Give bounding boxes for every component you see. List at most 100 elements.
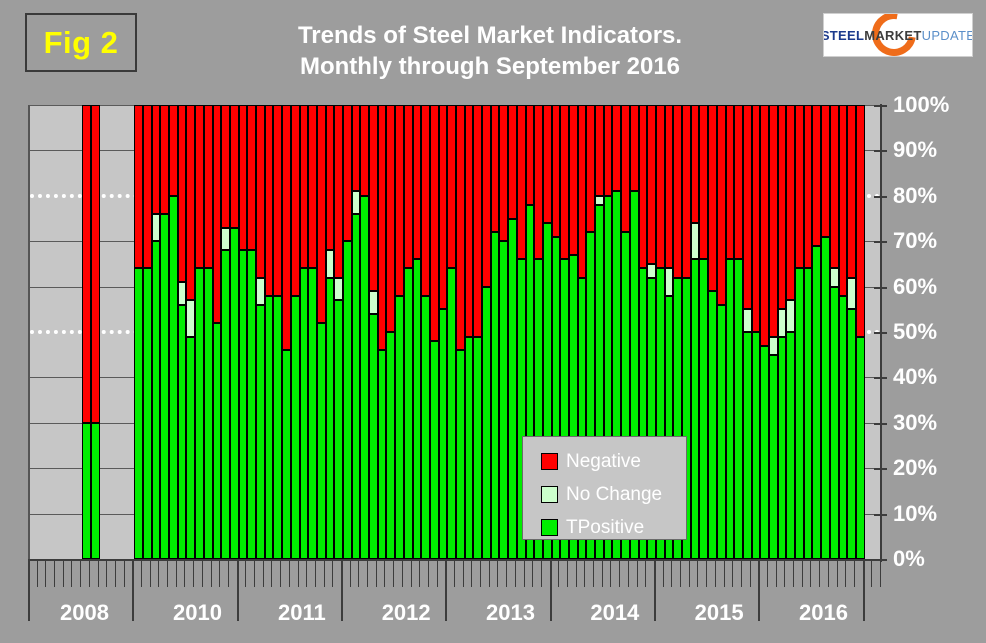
bar-segment-nochg: [786, 300, 796, 332]
x-tick-major: [862, 561, 865, 621]
x-tick-label: 2015: [694, 600, 744, 625]
logo-wordmark: STEELMARKETUPDATE: [824, 27, 973, 43]
bar-month: [473, 105, 483, 559]
bar-segment-pos: [742, 332, 752, 559]
bar-segment-pos: [829, 286, 839, 559]
x-tick-minor: [801, 561, 803, 587]
bar-segment-neg: [273, 105, 283, 296]
bar-segment-pos: [542, 223, 552, 559]
bar-segment-pos: [229, 227, 239, 559]
bar-segment-pos: [664, 295, 674, 559]
legend-swatch-positive: [541, 519, 558, 536]
bar-segment-nochg: [186, 300, 196, 337]
bar-month: [734, 105, 743, 559]
bar-segment-neg: [256, 105, 265, 278]
y-tick-label: 50%: [893, 319, 938, 344]
x-tick-minor: [419, 561, 421, 587]
bar-segment-neg: [360, 105, 370, 196]
x-tick-minor: [766, 561, 768, 587]
bar-segment-pos: [221, 250, 230, 559]
x-tick-minor: [254, 561, 256, 587]
bar-month: [577, 105, 587, 559]
bar-segment-neg: [655, 105, 665, 269]
bar-segment-pos: [429, 341, 439, 559]
bar-segment-pos: [308, 268, 317, 559]
bar-segment-neg: [177, 105, 187, 283]
x-tick-minor: [71, 561, 73, 587]
bar-segment-pos: [160, 213, 170, 559]
x-tick-minor: [567, 561, 569, 587]
x-tick-minor: [375, 561, 377, 587]
y-tick: [874, 468, 887, 471]
x-tick-minor: [514, 561, 516, 587]
bar-segment-pos: [560, 259, 569, 559]
x-tick-minor: [184, 561, 186, 587]
bar-month: [525, 105, 535, 559]
bar-segment-neg: [429, 105, 439, 342]
legend-item-positive: TPositive: [541, 511, 686, 544]
x-tick-minor: [575, 561, 577, 587]
bar-segment-neg: [768, 105, 778, 337]
bar-segment-neg: [482, 105, 491, 287]
bar-segment-neg: [247, 105, 257, 251]
bar-month: [569, 105, 578, 559]
x-tick-minor: [497, 561, 499, 587]
bar-segment-pos: [186, 336, 196, 559]
bar-month: [238, 105, 248, 559]
x-tick-minor: [714, 561, 716, 587]
x-tick-major: [549, 561, 552, 621]
logo-word-update: UPDATE: [921, 27, 973, 43]
x-tick-minor: [697, 561, 699, 587]
y-tick: [874, 105, 887, 107]
bar-month: [412, 105, 422, 559]
bar-month: [499, 105, 509, 559]
x-tick-minor: [454, 561, 455, 587]
bar-month: [482, 105, 491, 559]
bar-month: [247, 105, 257, 559]
x-tick-minor: [740, 561, 742, 587]
bar-month: [429, 105, 439, 559]
bar-segment-pos: [203, 268, 213, 559]
bar-segment-pos: [369, 313, 378, 559]
bar-segment-pos: [534, 259, 543, 559]
x-tick-minor: [488, 561, 490, 587]
x-tick-minor: [662, 561, 664, 587]
bar-segment-pos: [655, 268, 665, 559]
bar-month: [742, 105, 752, 559]
bar-segment-pos: [725, 259, 735, 559]
bar-segment-nochg: [768, 336, 778, 355]
bar-segment-neg: [160, 105, 170, 214]
bar-segment-pos: [777, 336, 787, 559]
legend-label-no-change: No Change: [566, 483, 663, 505]
bar-segment-pos: [360, 195, 370, 559]
bar-segment-neg: [464, 105, 474, 337]
bar-segment-neg: [377, 105, 387, 351]
bar-month: [777, 105, 787, 559]
bar-month: [612, 105, 622, 559]
x-tick-major: [132, 561, 135, 621]
x-tick-minor: [845, 561, 847, 587]
bar-segment-neg: [516, 105, 526, 260]
x-tick-label: 2010: [173, 600, 222, 625]
bar-segment-pos: [316, 322, 326, 559]
bar-segment-pos: [603, 195, 613, 559]
x-tick-minor: [880, 561, 881, 587]
x-tick-minor: [532, 561, 534, 587]
bar-month: [256, 105, 265, 559]
bar-month: [134, 105, 143, 559]
x-tick-minor: [671, 561, 673, 587]
x-tick-minor: [471, 561, 473, 587]
x-tick-minor: [219, 561, 221, 587]
x-tick-major: [653, 561, 656, 621]
bar-segment-pos: [473, 336, 483, 559]
bar-segment-neg: [438, 105, 448, 310]
bar-segment-pos: [569, 254, 578, 559]
x-tick-minor: [810, 561, 812, 587]
bar-segment-pos: [821, 236, 830, 559]
y-tick: [874, 286, 887, 289]
bar-segment-neg: [229, 105, 239, 228]
bar-segment-neg: [90, 105, 100, 423]
bar-segment-pos: [82, 422, 91, 559]
bar-month: [838, 105, 848, 559]
bar-segment-nochg: [177, 282, 187, 305]
